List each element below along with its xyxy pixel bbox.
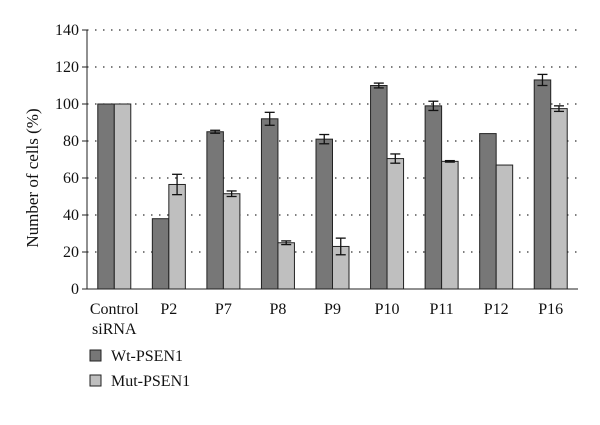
x-tick-label: P10 bbox=[375, 301, 400, 318]
bar-mut bbox=[113, 103, 132, 290]
bar-wt bbox=[151, 218, 170, 290]
x-tick-label: P9 bbox=[324, 301, 341, 318]
bar-wt bbox=[370, 85, 388, 290]
x-tick-label: P11 bbox=[429, 301, 453, 318]
y-tick-label: 20 bbox=[63, 244, 79, 261]
x-tick-label: P16 bbox=[538, 301, 563, 318]
y-tick-label: 80 bbox=[63, 133, 79, 150]
x-tick-label: P12 bbox=[484, 301, 509, 318]
bar-wt bbox=[424, 105, 443, 290]
bar-mut bbox=[277, 242, 295, 290]
x-tick-label: P8 bbox=[269, 301, 286, 318]
bar-wt bbox=[315, 138, 333, 290]
y-tick-label: 0 bbox=[71, 281, 79, 298]
y-tick-label: 120 bbox=[55, 59, 79, 76]
legend-swatch bbox=[89, 374, 102, 387]
bar-mut bbox=[550, 108, 568, 290]
y-tick-label: 40 bbox=[63, 207, 79, 224]
bar-mut bbox=[495, 164, 514, 290]
x-tick-labels: Control siRNA P2 P7 P8 P9 P10 P11 P12 P16 bbox=[90, 301, 563, 338]
bar-wt bbox=[479, 133, 497, 290]
bar-wt bbox=[260, 118, 279, 290]
bar-mut bbox=[168, 183, 186, 290]
x-tick-label: Control bbox=[90, 301, 139, 318]
y-tick-label: 60 bbox=[63, 170, 79, 187]
bar-wt bbox=[206, 131, 224, 290]
legend: Wt-PSEN1 Mut-PSEN1 bbox=[89, 348, 190, 390]
axes bbox=[82, 29, 578, 290]
x-tick-label: P7 bbox=[215, 301, 232, 318]
x-tick-label: P2 bbox=[160, 301, 177, 318]
bar-mut bbox=[441, 160, 459, 290]
bar-wt bbox=[533, 79, 552, 290]
bar-mut bbox=[386, 158, 405, 290]
y-tick-label: 140 bbox=[55, 22, 79, 39]
legend-label: Wt-PSEN1 bbox=[111, 348, 183, 365]
bar-mut bbox=[222, 193, 241, 290]
legend-swatch bbox=[89, 349, 102, 362]
bars bbox=[97, 79, 568, 290]
y-tick-label: 100 bbox=[55, 96, 79, 113]
y-axis-title: Number of cells (%) bbox=[23, 108, 42, 247]
x-tick-label: siRNA bbox=[92, 321, 137, 338]
legend-label: Mut-PSEN1 bbox=[111, 373, 190, 390]
error-bars bbox=[172, 73, 564, 256]
y-tick-labels: 0 20 40 60 80 100 120 140 bbox=[55, 22, 79, 298]
bar-wt bbox=[97, 103, 115, 290]
